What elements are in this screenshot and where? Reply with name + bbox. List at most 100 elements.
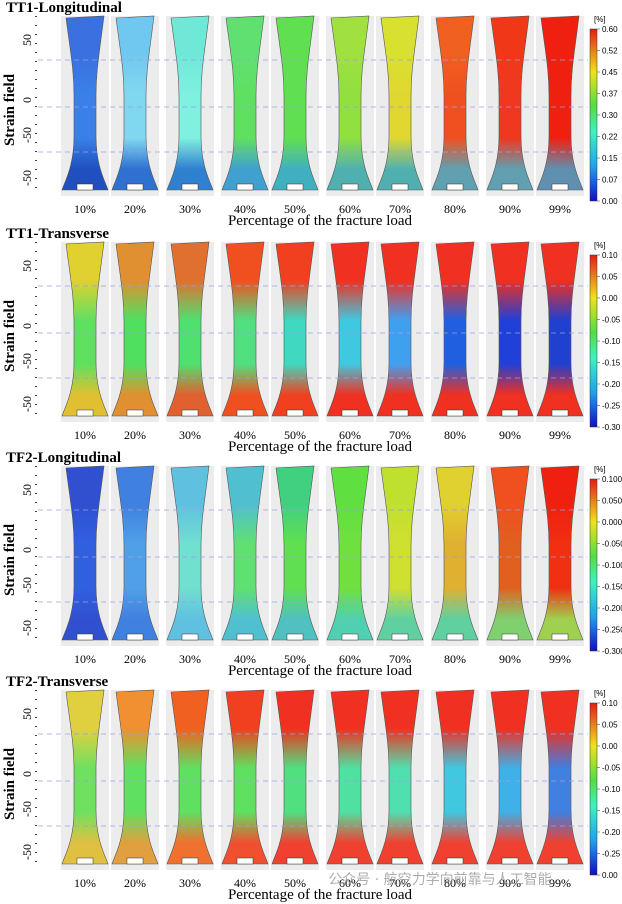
specimen [486,15,534,191]
grip-label [501,409,519,417]
grip-label [341,857,359,865]
x-label: 80% [444,202,466,216]
x-label: 10% [74,202,96,216]
specimen [536,689,584,865]
x-label: 50% [284,876,306,890]
x-label: 40% [234,876,256,890]
specimen [221,15,269,191]
colorbar-tick-label: 0.37 [602,90,618,99]
specimen [431,465,479,641]
x-label: 70% [389,652,411,666]
grip-label [236,183,254,191]
panel: TT1-Transverse 10% 20% 30% 40% 50% 60% 70% 80% 90… [2,226,621,455]
colorbar [589,254,598,428]
x-label: 60% [339,876,361,890]
x-label: 80% [444,652,466,666]
x-label: 30% [179,428,201,442]
grip-label [181,857,199,865]
x-label: 30% [179,652,201,666]
panel: TT1-Longitudinal 10% 20% 30% 40% 50% 60% 70% 80%… [2,0,618,229]
colorbar-tick-label: 0.00 [602,294,618,303]
specimen [536,465,584,641]
colorbar-tick-label: -0.15 [602,359,621,368]
specimen [221,241,269,417]
x-label: 90% [499,202,521,216]
specimen [111,689,159,865]
y-tick: 50 [20,708,34,720]
x-title: Percentage of the fracture load [228,439,413,455]
x-label: 50% [284,652,306,666]
x-label: 20% [124,652,146,666]
specimen [221,465,269,641]
colorbar-tick-label: -0.25 [602,402,621,411]
specimen [111,241,159,417]
specimen [536,241,584,417]
grip-label [551,183,569,191]
colorbar-tick-label: -0.05 [602,316,621,325]
x-label: 70% [389,876,411,890]
x-label: 60% [339,202,361,216]
colorbar-tick-label: 0.52 [602,47,618,56]
grip-label [236,633,254,641]
grip-label [286,633,304,641]
x-label: 40% [234,652,256,666]
panel: TF2-Transverse 10% 20% 30% 40% 50% 60% 70% 80% 90… [2,674,621,903]
grip-label [391,857,409,865]
grip-label [126,183,144,191]
x-label: 50% [284,428,306,442]
grip-label [286,183,304,191]
colorbar-unit: [%] [594,465,606,474]
colorbar-tick-label: -0.20 [602,380,621,389]
x-label: 20% [124,202,146,216]
specimen [271,241,319,417]
y-tick: -50 [20,844,34,860]
grip-label [391,633,409,641]
grip-label [446,409,464,417]
grip-label [181,409,199,417]
colorbar-tick-label: 0.00 [602,197,618,206]
colorbar-tick-label: -0.20 [602,828,621,837]
x-label: 40% [234,428,256,442]
specimen [61,241,109,417]
y-tick: 50 [20,484,34,496]
specimen [221,689,269,865]
specimen [166,689,214,865]
colorbar-tick-label: -0.250 [602,626,622,635]
grip-label [76,409,94,417]
colorbar-tick-label: -0.30 [602,423,621,432]
x-label: 30% [179,202,201,216]
y-label: Strain field [2,523,18,596]
y-tick: 0 [20,771,34,777]
grip-label [551,409,569,417]
specimen [61,15,109,191]
grip-label [76,633,94,641]
colorbar [589,478,598,652]
x-label: 99% [549,652,571,666]
x-label: 40% [234,202,256,216]
grip-label [391,183,409,191]
grip-label [446,183,464,191]
specimen [61,689,109,865]
grip-label [76,857,94,865]
grip-label [501,857,519,865]
specimen [431,241,479,417]
x-label: 10% [74,876,96,890]
x-label: 20% [124,876,146,890]
x-label: 20% [124,428,146,442]
x-title: Percentage of the fracture load [228,213,413,229]
y-tick: 50 [20,34,34,46]
grip-label [181,633,199,641]
colorbar-tick-label: -0.25 [602,850,621,859]
x-label: 90% [499,428,521,442]
x-title: Percentage of the fracture load [228,887,413,903]
grip-label [341,183,359,191]
specimen [536,15,584,191]
x-label: 99% [549,202,571,216]
grip-label [501,633,519,641]
specimen [431,689,479,865]
x-label: 99% [549,428,571,442]
specimen [166,241,214,417]
x-label: 60% [339,428,361,442]
specimen [166,465,214,641]
x-label: 60% [339,652,361,666]
